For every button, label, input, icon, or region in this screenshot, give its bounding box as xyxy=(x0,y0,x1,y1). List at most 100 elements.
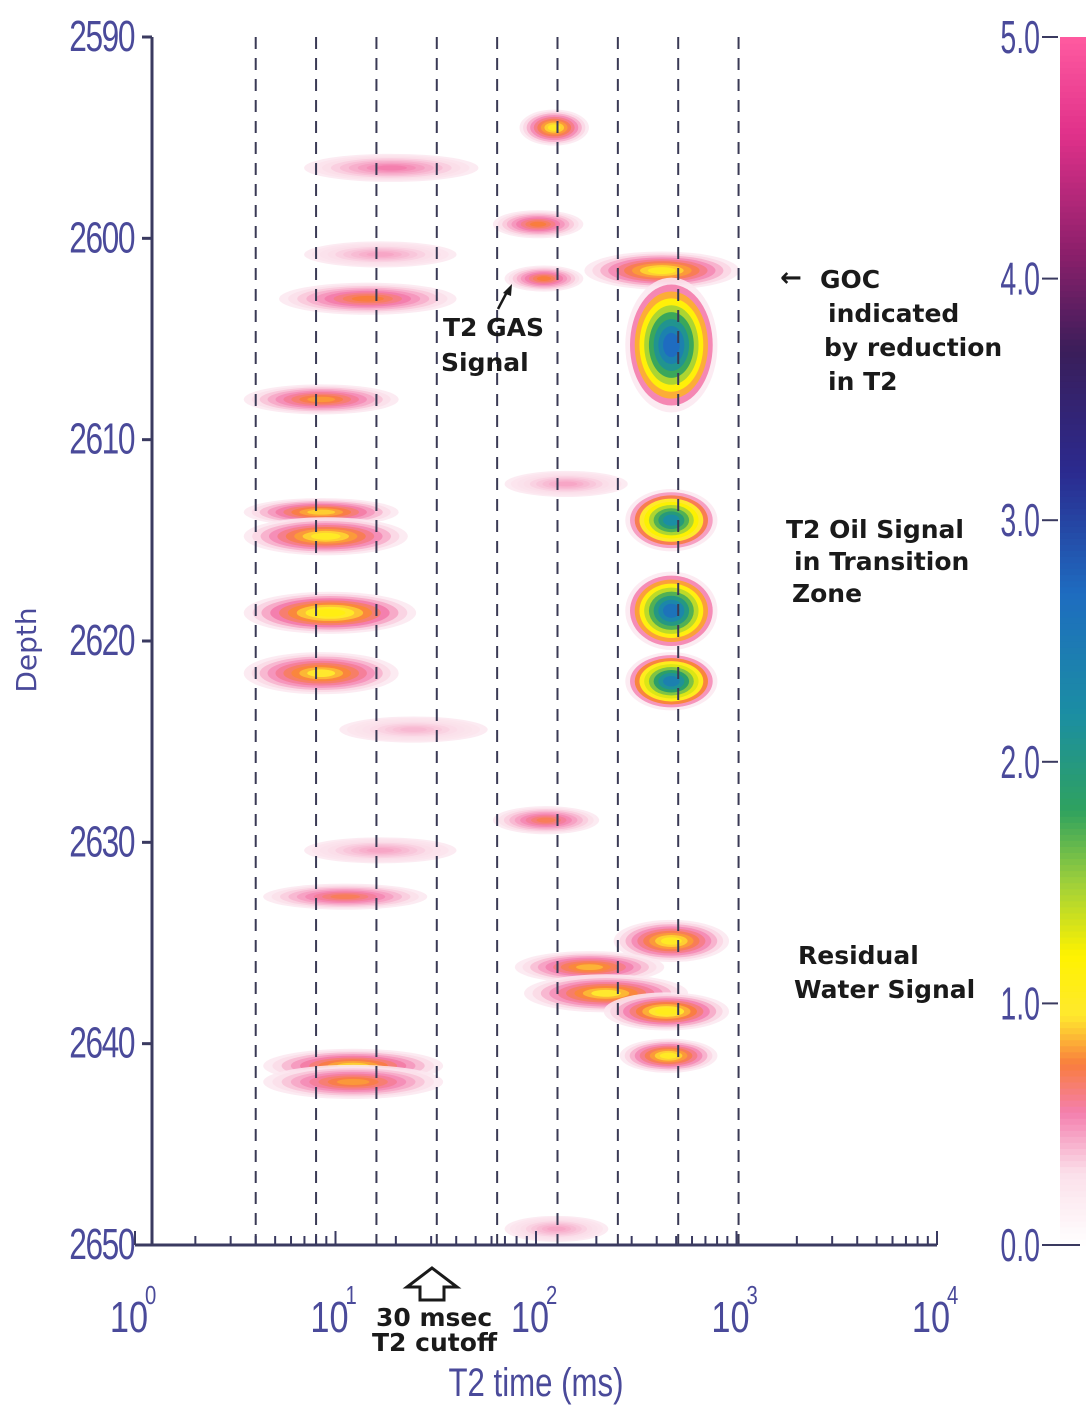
y-tick-label: 2610 xyxy=(69,415,134,464)
colorbar-strip xyxy=(1060,1106,1086,1113)
colorbar-strip xyxy=(1060,918,1086,926)
colorbar-strip xyxy=(1060,641,1086,648)
colorbar-strip xyxy=(1060,320,1086,328)
colorbar-strip xyxy=(1060,550,1086,558)
colorbar-strip xyxy=(1060,302,1086,310)
colorbar-strip xyxy=(1060,169,1086,177)
heatmap-blob xyxy=(263,883,428,910)
colorbar-strip xyxy=(1060,399,1086,407)
colorbar-strip xyxy=(1060,145,1086,153)
colorbar-strip xyxy=(1060,586,1086,594)
colorbar-strip xyxy=(1060,912,1086,920)
colorbar-strip xyxy=(1060,1190,1086,1198)
colorbar-tick-label: 3.0 xyxy=(1000,495,1040,547)
colorbar-strip xyxy=(1060,206,1086,213)
annotation-water: Residual Water Signal xyxy=(794,941,975,1004)
colorbar-strip xyxy=(1060,133,1086,141)
colorbar-strip xyxy=(1060,502,1086,509)
x-tick-exponent: 2 xyxy=(546,1281,557,1310)
colorbar-strip xyxy=(1060,1172,1086,1180)
colorbar-strip xyxy=(1060,1057,1086,1065)
colorbar-strip xyxy=(1060,188,1086,195)
y-tick-label: 2640 xyxy=(69,1019,134,1068)
colorbar-strip xyxy=(1060,743,1086,751)
colorbar-strip xyxy=(1060,828,1086,835)
colorbar-strip xyxy=(1060,477,1086,485)
colorbar-strip xyxy=(1060,773,1086,781)
colorbar-strip xyxy=(1060,858,1086,866)
annotations: GOC indicated by reduction in T2 ← T2 GAS Sign… xyxy=(372,263,1002,1357)
heatmap-blob xyxy=(243,517,408,556)
colorbar-strip xyxy=(1060,592,1086,600)
colorbar-strip xyxy=(1060,725,1086,733)
colorbar-strip xyxy=(1060,749,1086,757)
annotation-line: T2 cutoff xyxy=(372,1328,498,1357)
colorbar-strip xyxy=(1060,1045,1086,1053)
colorbar-strip xyxy=(1060,103,1086,111)
colorbar-strip xyxy=(1060,1136,1086,1143)
heatmap-blob xyxy=(304,837,457,864)
heatmap-blob xyxy=(304,241,457,268)
colorbar-strip xyxy=(1060,755,1086,763)
colorbar-strip xyxy=(1060,296,1086,304)
colorbar-strip xyxy=(1060,1226,1086,1234)
colorbar-strip xyxy=(1060,1027,1086,1035)
colorbar-strip xyxy=(1060,369,1086,376)
heatmap-blob xyxy=(304,153,479,182)
colorbar-strip xyxy=(1060,55,1086,62)
colorbar-strip xyxy=(1060,363,1086,370)
colorbar-strip xyxy=(1060,1142,1086,1149)
colorbar-strip xyxy=(1060,254,1086,262)
colorbar-strip xyxy=(1060,290,1086,298)
x-tick-label: 10 xyxy=(110,1293,148,1342)
colorbar-strip xyxy=(1060,707,1086,715)
colorbar-strip xyxy=(1060,260,1086,268)
x-axis-label: T2 time (ms) xyxy=(448,1360,623,1405)
x-tick-label: 10 xyxy=(711,1293,749,1342)
colorbar-strip xyxy=(1060,109,1086,117)
colorbar-strip xyxy=(1060,1039,1086,1047)
x-tick-label: 10 xyxy=(310,1293,348,1342)
colorbar-strip xyxy=(1060,97,1086,105)
colorbar-strip xyxy=(1060,1220,1086,1228)
colorbar-strip xyxy=(1060,840,1086,847)
colorbar-strip xyxy=(1060,520,1086,527)
annotation-line: Signal xyxy=(441,348,529,377)
colorbar-tick-label: 0.0 xyxy=(1000,1220,1040,1272)
colorbar-strip xyxy=(1060,339,1086,346)
colorbar-strip xyxy=(1060,242,1086,249)
colorbar-strip xyxy=(1060,538,1086,545)
colorbar-strip xyxy=(1060,345,1086,352)
heatmap-blob xyxy=(243,652,399,695)
heatmap-blob xyxy=(519,109,589,146)
colorbar-strip xyxy=(1060,737,1086,745)
colorbar-strip xyxy=(1060,429,1086,437)
colorbar-strip xyxy=(1060,1063,1086,1071)
colorbar-strip xyxy=(1060,562,1086,570)
annotation-line: indicated xyxy=(828,299,959,328)
colorbar-strip xyxy=(1060,405,1086,413)
y-tick-label: 2590 xyxy=(69,12,134,61)
colorbar-strip xyxy=(1060,175,1086,183)
colorbar-strip xyxy=(1060,1100,1086,1107)
heatmap-blob xyxy=(625,489,718,552)
colorbar-strip xyxy=(1060,218,1086,225)
colorbar-strip xyxy=(1060,139,1086,147)
colorbar-strip xyxy=(1060,357,1086,364)
colorbar-strip xyxy=(1060,1081,1086,1089)
annotation-line: GOC xyxy=(820,265,880,294)
gas-pointer-head xyxy=(503,284,512,296)
colorbar-strip xyxy=(1060,798,1086,805)
heatmap-blob xyxy=(339,716,488,743)
y-tick-label: 2600 xyxy=(69,213,134,262)
colorbar-strip xyxy=(1060,604,1086,612)
heatmap-blob xyxy=(243,384,399,415)
colorbar-strip xyxy=(1060,761,1086,769)
colorbar-strip xyxy=(1060,568,1086,576)
colorbar-strip xyxy=(1060,1021,1086,1029)
colorbar-strip xyxy=(1060,79,1086,86)
heatmap-blob xyxy=(504,470,628,497)
heatmap-blob xyxy=(243,591,417,634)
heatmap-blob xyxy=(492,210,584,239)
